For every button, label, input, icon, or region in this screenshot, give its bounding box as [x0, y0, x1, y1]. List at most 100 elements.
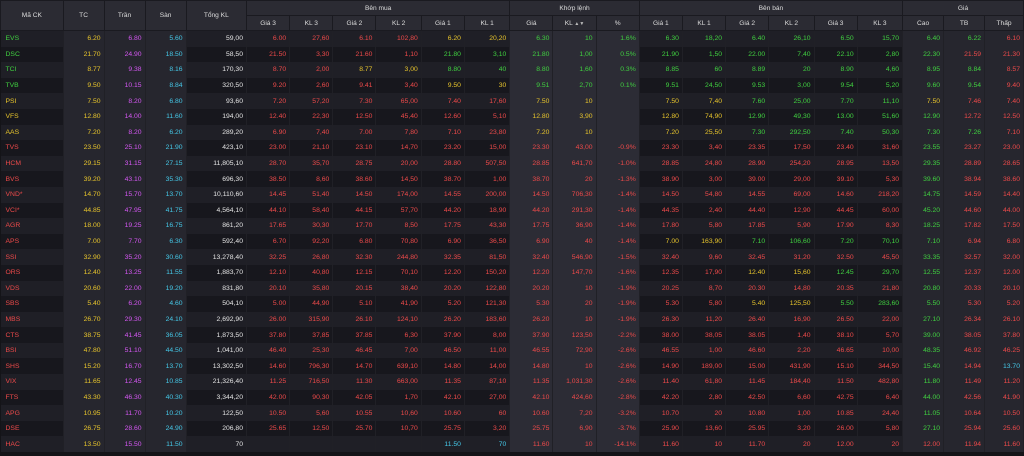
- col-header-floor[interactable]: Sàn: [144, 0, 187, 31]
- symbol-cell[interactable]: SSI: [0, 249, 64, 265]
- symbol-cell[interactable]: HAC: [0, 436, 64, 453]
- table-row[interactable]: VDS 20.60 22.00 19.20 831,80 20.10 35,80 20.15 3…: [0, 280, 1024, 297]
- table-row[interactable]: AGR 18.00 19.25 16.75 861,20 17.65 30,30 17.70 8…: [0, 218, 1024, 234]
- table-row[interactable]: CTS 38.75 41.45 36.05 1,873,50 37.80 37,85 37.8…: [0, 327, 1024, 343]
- col-header-avg[interactable]: TB: [943, 15, 986, 31]
- symbol-cell[interactable]: APS: [0, 233, 64, 250]
- col-header-ask-vol1[interactable]: KL 1: [681, 15, 727, 31]
- symbol-cell[interactable]: EVS: [0, 30, 64, 47]
- symbol-cell[interactable]: SHS: [0, 358, 64, 375]
- symbol-cell[interactable]: CTS: [0, 327, 64, 343]
- table-row[interactable]: APS 7.00 7.70 6.30 592,40 6.70 92,20 6.80 70,80 6…: [0, 233, 1024, 250]
- table-row[interactable]: VCI* 44.85 47.95 41.75 4,564,10 44.10 58,40 44.…: [0, 202, 1024, 219]
- ask-vol2-cell: 6,60: [768, 389, 815, 406]
- ask-price1-cell: 14.90: [639, 358, 683, 375]
- ceiling-price-cell: 46.30: [104, 389, 146, 406]
- bid-vol1-cell: 23,80: [464, 124, 511, 141]
- total-volume-cell: 1,041,00: [186, 342, 248, 359]
- symbol-cell[interactable]: TVB: [0, 77, 64, 94]
- symbol-cell[interactable]: AGR: [0, 218, 64, 234]
- total-volume-cell: 122,50: [186, 405, 248, 421]
- ask-vol2-cell: 125,50: [768, 296, 815, 312]
- symbol-cell[interactable]: VND*: [0, 186, 64, 203]
- table-row[interactable]: HAC 13.50 15.50 11.50 70 11.50 70 11.60 10 -14.1%…: [0, 436, 1024, 453]
- table-row[interactable]: SSI 32.90 35.20 30.60 13,278,40 32.25 26,80 32.…: [0, 249, 1024, 265]
- table-row[interactable]: APG 10.95 11.70 10.20 122,50 10.50 5,60 10.55 10…: [0, 405, 1024, 421]
- table-row[interactable]: DSC 21.70 24.90 18.50 58,50 21.50 3,30 21.60 1,1…: [0, 46, 1024, 63]
- bid-vol3-cell: 35,70: [289, 155, 334, 172]
- symbol-cell[interactable]: VIX: [0, 374, 64, 390]
- table-row[interactable]: BVS 39.20 43.10 35.30 696,30 38.50 8,60 38.60 14…: [0, 171, 1024, 187]
- match-pct-cell: -2.6%: [596, 358, 640, 375]
- symbol-cell[interactable]: BVS: [0, 171, 64, 187]
- match-vol-cell: 72,90: [552, 342, 597, 359]
- table-row[interactable]: TCI 8.77 9.38 8.16 170,30 8.70 2,00 8.77 3,00 8.8…: [0, 62, 1024, 78]
- table-row[interactable]: AAS 7.20 8.20 6.20 289,20 6.90 7,40 7.00 7,80 7.1…: [0, 124, 1024, 141]
- bid-price3-cell: 28.70: [246, 155, 291, 172]
- symbol-cell[interactable]: HCM: [0, 155, 64, 172]
- table-row[interactable]: DSE 26.75 28.60 24.90 206,80 25.65 12,50 25.70 1…: [0, 420, 1024, 437]
- bid-price3-cell: 25.65: [246, 420, 291, 437]
- table-row[interactable]: ORS 12.40 13.25 11.55 1,883,70 12.10 40,80 12.1…: [0, 264, 1024, 281]
- col-header-low[interactable]: Thấp: [984, 15, 1024, 31]
- ref-price-cell: 20.60: [63, 280, 105, 297]
- col-header-match-vol[interactable]: KL ▲▼: [552, 15, 597, 31]
- col-header-ask-vol2[interactable]: KL 2: [768, 15, 815, 31]
- col-header-symbol[interactable]: Mã CK: [0, 0, 64, 31]
- ceiling-price-cell: 15.50: [104, 436, 146, 453]
- high-price-cell: 7.50: [902, 93, 945, 109]
- symbol-cell[interactable]: FTS: [0, 389, 64, 406]
- ask-vol3-cell: 60,00: [857, 202, 904, 219]
- table-row[interactable]: MBS 26.70 29.30 24.10 2,692,90 26.00 315,90 26.…: [0, 311, 1024, 328]
- ref-price-cell: 43.30: [63, 389, 105, 406]
- table-row[interactable]: VIX 11.65 12.45 10.85 21,326,40 11.25 716,50 11…: [0, 374, 1024, 390]
- col-header-match-pct[interactable]: %: [595, 15, 640, 31]
- symbol-cell[interactable]: MBS: [0, 311, 64, 328]
- ceiling-price-cell: 8.20: [104, 124, 146, 141]
- table-row[interactable]: VND* 14.70 15.70 13.70 10,110,60 14.45 51,40 14…: [0, 186, 1024, 203]
- col-header-high[interactable]: Cao: [902, 15, 945, 31]
- symbol-cell[interactable]: APG: [0, 405, 64, 421]
- table-row[interactable]: SHS 15.20 16.70 13.70 13,302,50 14.60 796,30 14…: [0, 358, 1024, 375]
- bid-price2-cell: 46.45: [332, 342, 377, 359]
- table-row[interactable]: EVS 6.20 6.80 5.60 59,00 6.00 27,60 6.10 102,80 6…: [0, 30, 1024, 47]
- symbol-cell[interactable]: PSI: [0, 93, 64, 109]
- col-header-ref[interactable]: TC: [62, 0, 105, 31]
- col-header-ask-price3[interactable]: Giá 3: [813, 15, 858, 31]
- symbol-cell[interactable]: ORS: [0, 264, 64, 281]
- symbol-cell[interactable]: TVS: [0, 140, 64, 156]
- col-header-match-price[interactable]: Giá: [509, 15, 554, 31]
- table-row[interactable]: FTS 43.30 46.30 40.30 3,344,20 42.00 90,30 42.0…: [0, 389, 1024, 406]
- col-header-ceiling[interactable]: Trần: [103, 0, 146, 31]
- col-header-ask-price2[interactable]: Giá 2: [725, 15, 770, 31]
- symbol-cell[interactable]: VFS: [0, 108, 64, 125]
- col-header-bid-vol2[interactable]: KL 2: [375, 15, 422, 31]
- col-header-bid-vol1[interactable]: KL 1: [463, 15, 511, 31]
- table-row[interactable]: TVS 23.50 25.10 21.90 423,10 23.00 21,10 23.10 1…: [0, 140, 1024, 156]
- table-row[interactable]: TVB 9.50 10.15 8.84 320,50 9.20 2,60 9.41 3,40 9.…: [0, 77, 1024, 94]
- col-header-ask-vol3[interactable]: KL 3: [856, 15, 904, 31]
- symbol-cell[interactable]: VCI*: [0, 202, 64, 219]
- table-row[interactable]: BSI 47.80 51.10 44.50 1,041,00 46.40 25,30 46.4…: [0, 342, 1024, 359]
- col-header-bid-price3[interactable]: Giá 3: [245, 15, 291, 31]
- table-row[interactable]: VFS 12.80 14.00 11.60 194,00 12.40 22,30 12.50 4…: [0, 108, 1024, 125]
- col-header-total-volume[interactable]: Tổng KL: [185, 0, 248, 31]
- table-row[interactable]: HCM 29.15 31.15 27.15 11,805,10 28.70 35,70 28.…: [0, 155, 1024, 172]
- symbol-cell[interactable]: VDS: [0, 280, 64, 297]
- symbol-cell[interactable]: DSC: [0, 46, 64, 63]
- table-row[interactable]: SBS 5.40 6.20 4.60 504,10 5.00 44,90 5.10 41,90 5…: [0, 296, 1024, 312]
- floor-price-cell: 36.05: [145, 327, 187, 343]
- col-header-bid-price1[interactable]: Giá 1: [420, 15, 465, 31]
- col-header-bid-vol3[interactable]: KL 3: [289, 15, 334, 31]
- symbol-cell[interactable]: TCI: [0, 62, 64, 78]
- table-row[interactable]: PSI 7.50 8.20 6.80 93,60 7.20 57,20 7.30 65,00 7.…: [0, 93, 1024, 109]
- col-header-bid-price2[interactable]: Giá 2: [332, 15, 377, 31]
- symbol-cell[interactable]: DSE: [0, 420, 64, 437]
- sort-arrows-icon[interactable]: ▲▼: [574, 20, 585, 27]
- symbol-cell[interactable]: AAS: [0, 124, 64, 141]
- total-volume-cell: 4,564,10: [186, 202, 248, 219]
- col-header-ask-price1[interactable]: Giá 1: [638, 15, 683, 31]
- bid-vol3-cell: 3,30: [289, 46, 334, 63]
- symbol-cell[interactable]: BSI: [0, 342, 64, 359]
- symbol-cell[interactable]: SBS: [0, 296, 64, 312]
